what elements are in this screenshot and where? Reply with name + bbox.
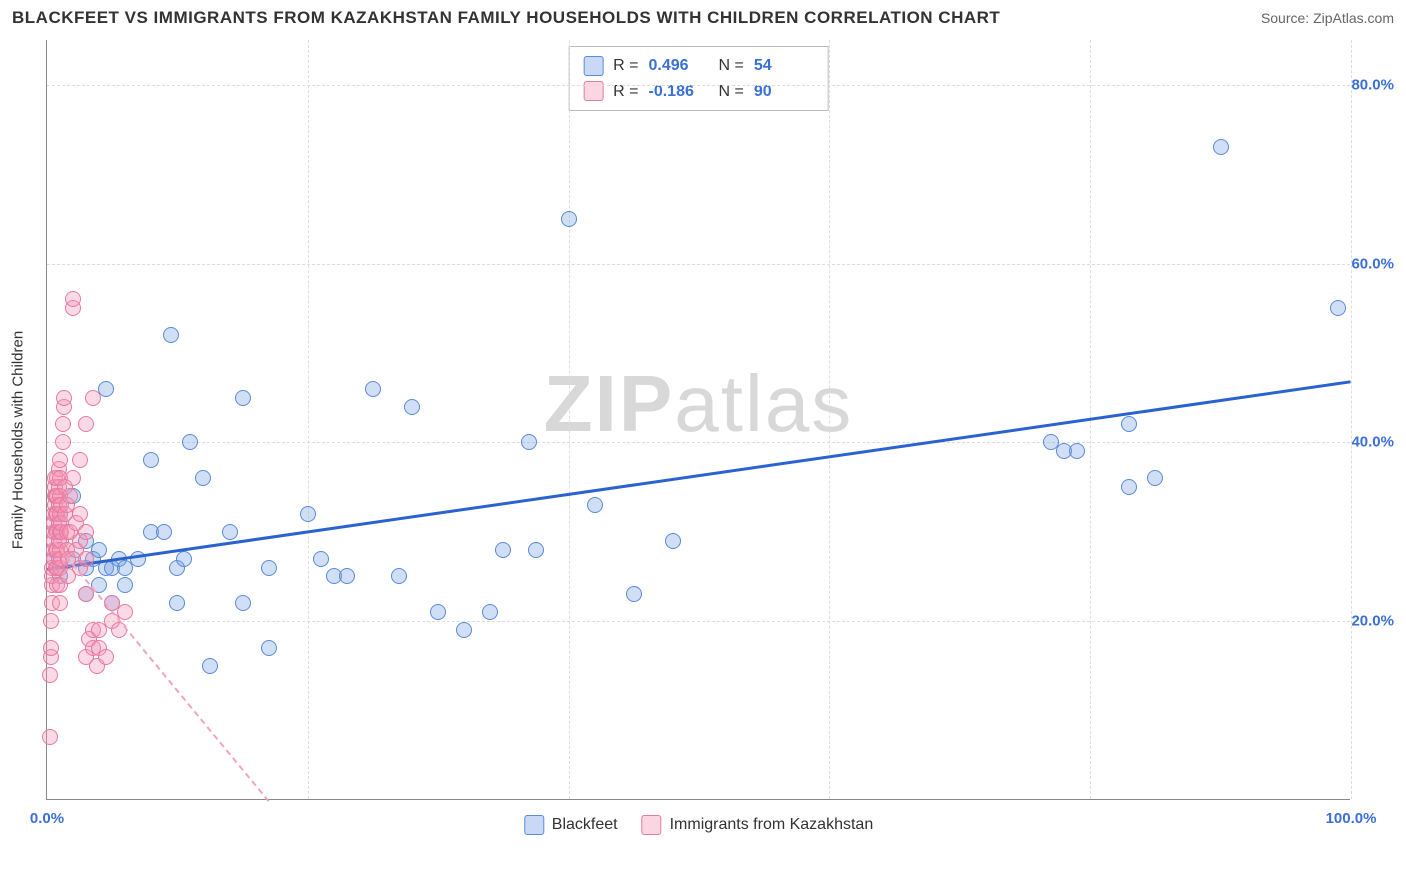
scatter-point [55,416,71,432]
legend-series-label: Blackfeet [552,816,618,834]
scatter-point [65,291,81,307]
gridline-v [569,40,570,799]
legend-swatch-icon [524,815,544,835]
legend-r-value: 0.496 [649,53,709,79]
scatter-point [521,434,537,450]
scatter-point [665,533,681,549]
legend-n-value: 54 [754,53,814,79]
gridline-v [308,40,309,799]
scatter-point [176,551,192,567]
chart-title: BLACKFEET VS IMMIGRANTS FROM KAZAKHSTAN … [12,8,1000,28]
scatter-point [430,604,446,620]
legend-r-value: -0.186 [649,79,709,105]
scatter-point [404,399,420,415]
scatter-point [169,595,185,611]
legend-swatch-icon [642,815,662,835]
gridline-h [47,621,1350,622]
scatter-point [313,551,329,567]
legend-stats: R = 0.496 N = 54 R = -0.186 N = 90 [568,46,829,111]
scatter-point [55,434,71,450]
scatter-point [561,211,577,227]
legend-series-item: Immigrants from Kazakhstan [642,815,874,835]
scatter-point [261,560,277,576]
chart-header: BLACKFEET VS IMMIGRANTS FROM KAZAKHSTAN … [12,8,1394,28]
scatter-point [98,649,114,665]
y-tick-label: 40.0% [1351,434,1394,451]
y-tick-label: 60.0% [1351,255,1394,272]
scatter-point [52,595,68,611]
scatter-point [43,613,59,629]
legend-swatch-icon [583,56,603,76]
scatter-point [261,640,277,656]
scatter-point [235,595,251,611]
scatter-point [78,524,94,540]
scatter-point [587,497,603,513]
watermark-light: atlas [674,359,853,448]
y-axis-label: Family Households with Children [10,331,27,549]
x-tick-label: 0.0% [30,810,64,827]
y-tick-label: 80.0% [1351,76,1394,93]
scatter-point [235,390,251,406]
scatter-point [195,470,211,486]
scatter-point [78,416,94,432]
scatter-point [456,622,472,638]
scatter-point [65,470,81,486]
chart-area: ZIPatlas R = 0.496 N = 54 R = -0.186 N = 90 Bla… [46,40,1394,840]
scatter-point [482,604,498,620]
scatter-point [143,452,159,468]
scatter-point [42,667,58,683]
y-tick-label: 20.0% [1351,613,1394,630]
trend-line [46,532,269,801]
legend-series-label: Immigrants from Kazakhstan [670,816,874,834]
scatter-point [202,658,218,674]
scatter-point [495,542,511,558]
chart-source: Source: ZipAtlas.com [1261,10,1394,26]
scatter-point [85,390,101,406]
scatter-point [1121,479,1137,495]
scatter-point [1121,416,1137,432]
scatter-point [52,452,68,468]
plot-region: ZIPatlas R =0.496N =54R =-0.186N =90 Bla… [46,40,1350,800]
scatter-point [391,568,407,584]
watermark-bold: ZIP [544,359,674,448]
scatter-point [43,640,59,656]
gridline-v [829,40,830,799]
gridline-v [1351,40,1352,799]
scatter-point [365,381,381,397]
scatter-point [182,434,198,450]
scatter-point [1330,300,1346,316]
scatter-point [1069,443,1085,459]
legend-series-item: Blackfeet [524,815,618,835]
scatter-point [222,524,238,540]
legend-n-label: N = [719,79,744,105]
gridline-h [47,264,1350,265]
scatter-point [117,604,133,620]
scatter-point [626,586,642,602]
legend-stats-row: R = -0.186 N = 90 [583,79,814,105]
scatter-point [56,390,72,406]
legend-series: Blackfeet Immigrants from Kazakhstan [524,815,873,835]
scatter-point [1147,470,1163,486]
x-tick-label: 100.0% [1326,810,1377,827]
scatter-point [42,729,58,745]
gridline-h [47,442,1350,443]
scatter-point [163,327,179,343]
scatter-point [339,568,355,584]
scatter-point [300,506,316,522]
scatter-point [72,506,88,522]
scatter-point [528,542,544,558]
legend-r-label: R = [613,79,638,105]
legend-r-label: R = [613,53,638,79]
scatter-point [117,577,133,593]
scatter-point [62,488,78,504]
legend-stats-row: R = 0.496 N = 54 [583,53,814,79]
gridline-h [47,85,1350,86]
scatter-point [156,524,172,540]
watermark: ZIPatlas [544,358,853,450]
scatter-point [1213,139,1229,155]
scatter-point [72,452,88,468]
legend-n-value: 90 [754,79,814,105]
legend-n-label: N = [719,53,744,79]
scatter-point [78,551,94,567]
